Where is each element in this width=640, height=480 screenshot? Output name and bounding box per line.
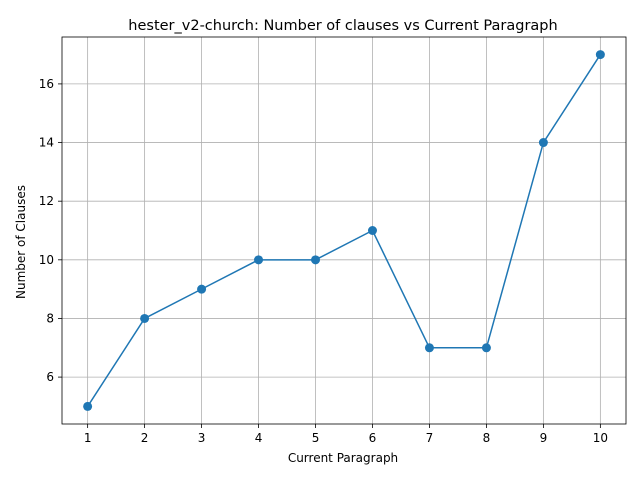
chart-title: hester_v2-church: Number of clauses vs C… — [128, 18, 557, 34]
y-tick-label: 8 — [46, 311, 54, 325]
x-tick-label: 9 — [540, 431, 548, 445]
y-tick-label: 16 — [39, 77, 54, 91]
x-tick-label: 3 — [198, 431, 206, 445]
data-point — [311, 255, 321, 265]
x-tick-label: 2 — [141, 431, 149, 445]
x-axis-label: Current Paragraph — [288, 451, 398, 465]
plot-border — [61, 36, 627, 425]
x-tick-label: 8 — [483, 431, 491, 445]
y-tick-label: 10 — [39, 253, 54, 267]
grid — [62, 37, 626, 424]
x-tick-label: 1 — [84, 431, 92, 445]
data-point — [83, 401, 93, 411]
data-point — [538, 138, 548, 148]
x-tick-label: 4 — [255, 431, 263, 445]
data-point — [367, 226, 377, 235]
x-tick-label: 5 — [312, 431, 320, 445]
x-axis-ticks: 1 2 3 4 5 6 7 8 9 10 — [84, 424, 608, 445]
x-tick-label: 6 — [369, 431, 377, 445]
series-line — [87, 54, 601, 407]
series-layer — [83, 50, 605, 411]
plot-frame — [61, 36, 627, 425]
y-tick-label: 14 — [39, 136, 54, 150]
data-point — [595, 50, 605, 60]
data-point — [254, 255, 264, 265]
data-point — [197, 284, 207, 294]
data-point — [481, 343, 491, 353]
y-axis-ticks: 6 8 10 12 14 16 — [39, 77, 62, 384]
x-tick-label: 10 — [593, 431, 608, 445]
y-tick-label: 12 — [39, 194, 54, 208]
y-tick-label: 6 — [46, 370, 54, 384]
data-point — [424, 343, 434, 353]
x-tick-label: 7 — [426, 431, 434, 445]
y-axis-label: Number of Clauses — [14, 185, 28, 299]
data-point — [140, 313, 150, 323]
